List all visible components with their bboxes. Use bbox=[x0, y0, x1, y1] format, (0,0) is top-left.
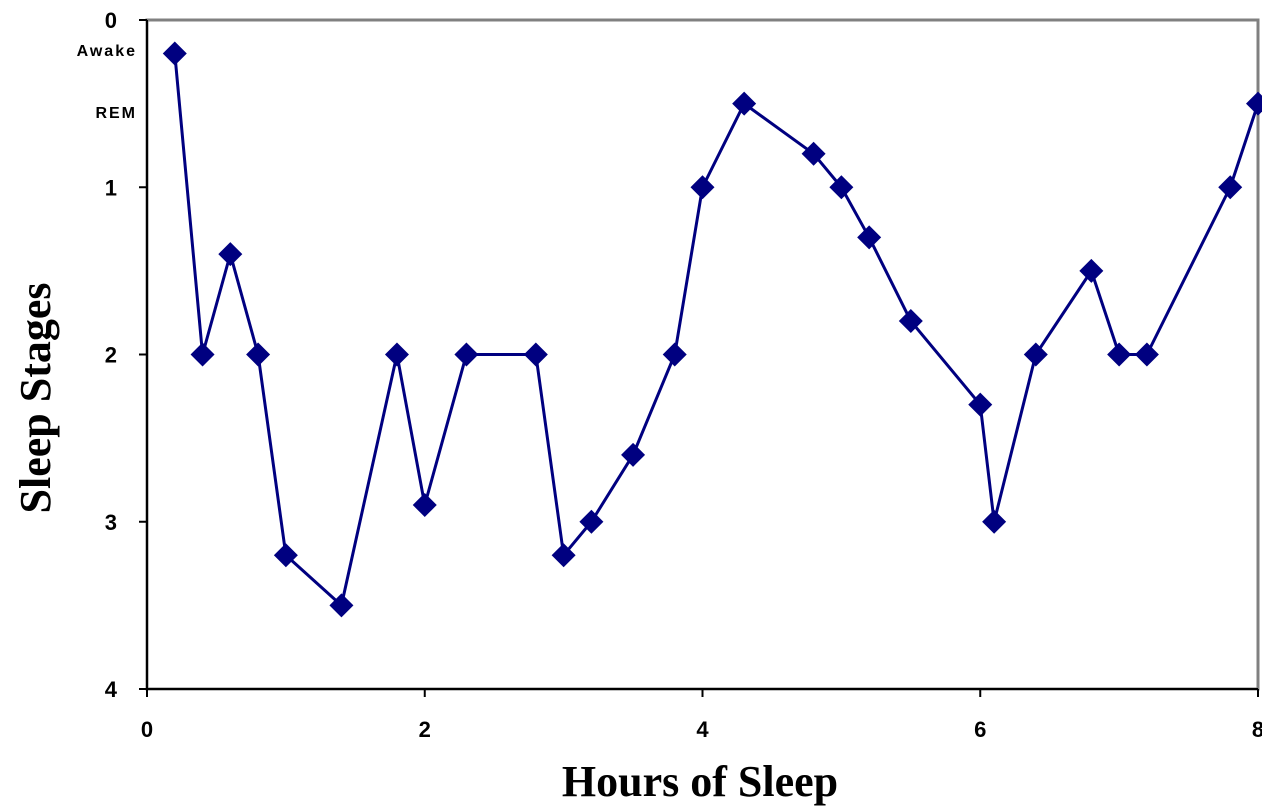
x-tick-label: 0 bbox=[141, 717, 153, 742]
data-point bbox=[1246, 91, 1262, 116]
x-axis-title: Hours of Sleep bbox=[562, 757, 838, 806]
data-point bbox=[273, 543, 298, 568]
series-line bbox=[173, 53, 1260, 607]
data-point bbox=[218, 242, 243, 267]
data-point bbox=[162, 41, 187, 66]
data-point bbox=[982, 509, 1007, 534]
data-point bbox=[1023, 342, 1048, 367]
y-tick-label: 0 bbox=[105, 8, 117, 33]
data-point bbox=[662, 342, 687, 367]
data-point bbox=[1079, 258, 1104, 283]
data-point bbox=[384, 342, 409, 367]
y-tick-label: 4 bbox=[105, 677, 118, 702]
plot-area bbox=[145, 18, 1260, 691]
data-point bbox=[551, 543, 576, 568]
data-series bbox=[162, 41, 1262, 618]
data-point bbox=[579, 509, 604, 534]
y-tick-label: 2 bbox=[105, 343, 117, 368]
stage-label-awake: Awake bbox=[77, 43, 137, 60]
y-tick-label: 3 bbox=[105, 510, 117, 535]
data-point bbox=[329, 593, 354, 618]
data-point bbox=[1107, 342, 1132, 367]
data-point bbox=[898, 309, 923, 334]
data-point bbox=[829, 175, 854, 200]
data-point bbox=[523, 342, 548, 367]
x-tick-label: 4 bbox=[696, 717, 709, 742]
data-point bbox=[857, 225, 882, 250]
x-tick-label: 6 bbox=[974, 717, 986, 742]
data-point bbox=[690, 175, 715, 200]
data-point bbox=[1218, 175, 1243, 200]
x-tick-label: 8 bbox=[1252, 717, 1262, 742]
data-point bbox=[412, 493, 437, 518]
data-point bbox=[732, 91, 757, 116]
stage-label-rem: REM bbox=[95, 105, 137, 122]
y-axis-title: Sleep Stages bbox=[11, 283, 60, 514]
data-point bbox=[246, 342, 271, 367]
data-point bbox=[801, 141, 826, 166]
y-tick-label: 1 bbox=[105, 175, 117, 200]
x-tick-label: 2 bbox=[419, 717, 431, 742]
data-point bbox=[454, 342, 479, 367]
x-ticks: 0 2 4 6 8 bbox=[141, 689, 1262, 742]
stage-labels: Awake REM bbox=[77, 43, 137, 122]
y-ticks: 0 1 2 3 4 bbox=[105, 8, 147, 702]
data-point bbox=[190, 342, 215, 367]
data-point bbox=[621, 442, 646, 467]
data-point bbox=[968, 392, 993, 417]
data-point bbox=[1134, 342, 1159, 367]
